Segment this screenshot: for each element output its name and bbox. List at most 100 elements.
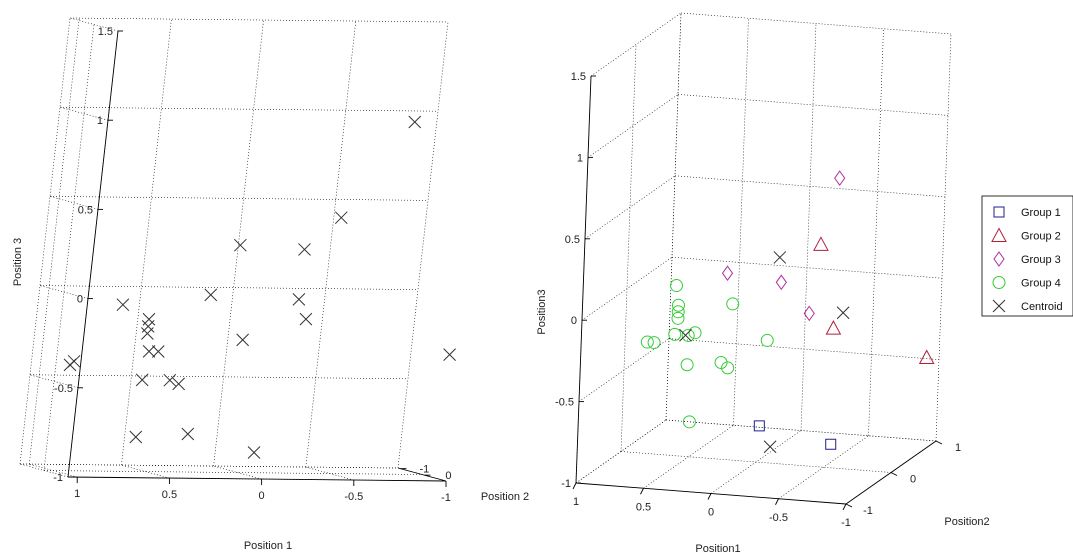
- right-xtick-label: -0.5: [769, 512, 788, 524]
- right-point-s4: [679, 328, 692, 342]
- legend-marker: [993, 251, 1005, 267]
- right-point-s3: [714, 355, 728, 369]
- left-point-s0: [129, 430, 143, 444]
- right-xtick-label: 1: [573, 496, 579, 508]
- left-point-s0: [135, 373, 149, 387]
- left-ztick-label: 1.5: [98, 26, 113, 38]
- left-point-s0: [163, 373, 177, 387]
- left-tick-labels: 1 0.5 0 -0.5 -1 0 -1 1.5 1 0.5 0 -0.5 -1: [53, 26, 451, 504]
- left-point-s0: [233, 238, 247, 252]
- right-data-points: [640, 170, 935, 454]
- right-point-s3: [680, 358, 694, 372]
- right-point-s3: [721, 361, 735, 375]
- left-ytick-label: -1: [420, 464, 430, 476]
- left-point-s0: [236, 333, 250, 347]
- left-point-s0: [172, 377, 186, 391]
- right-point-s4: [773, 251, 787, 264]
- left-ztick-label: -1: [53, 472, 63, 484]
- legend-entry-label: Group 3: [1021, 254, 1061, 266]
- left-ztick-label: 1: [97, 115, 103, 127]
- right-point-s2: [775, 274, 787, 291]
- right-zlabel: Position3: [536, 289, 548, 334]
- right-ztick-label: -1: [561, 478, 571, 490]
- left-point-s0: [151, 345, 165, 358]
- right-point-s3: [760, 333, 774, 347]
- legend-marker: [991, 227, 1007, 242]
- right-xtick-label: 0: [708, 507, 714, 519]
- left-xtick-label: 1: [74, 488, 80, 500]
- right-point-s2: [834, 170, 846, 187]
- left-xtick-label: 0: [259, 490, 265, 502]
- right-ztick-label: -0.5: [555, 397, 574, 409]
- right-tick-labels: 1 0.5 0 -0.5 -1 -1 0 1 1.5 1 0.5 0 -0.5 -1: [555, 71, 961, 529]
- right-point-s3: [668, 327, 682, 341]
- right-point-s1: [825, 320, 842, 335]
- right-point-s3: [671, 311, 685, 325]
- left-ztick-label: 0: [77, 294, 83, 306]
- right-point-s2: [803, 305, 815, 322]
- legend-marker: [993, 206, 1005, 218]
- right-ytick-label: 0: [910, 474, 916, 486]
- right-point-s1: [813, 236, 829, 251]
- left-point-s0: [408, 115, 422, 129]
- right-point-s4: [836, 306, 850, 320]
- right-ztick-label: 1: [577, 152, 583, 164]
- right-point-s4: [763, 440, 777, 454]
- left-3d-scatter-plot: 1 0.5 0 -0.5 -10-11.510.50-0.5-1 Position 1 …: [12, 17, 529, 552]
- right-point-s3: [647, 336, 661, 350]
- left-ylabel: Position 2: [481, 491, 529, 503]
- legend-marker: [992, 299, 1006, 313]
- right-point-s0: [825, 438, 837, 450]
- left-point-s0: [116, 298, 130, 312]
- right-ylabel: Position2: [944, 516, 989, 528]
- left-xtick-label: 0.5: [162, 489, 177, 501]
- left-zlabel: Position 3: [12, 238, 24, 286]
- legend-entry-label: Centroid: [1021, 301, 1063, 313]
- right-ztick-label: 1.5: [571, 71, 586, 83]
- left-point-s0: [299, 312, 313, 326]
- left-point-s0: [298, 243, 311, 256]
- right-point-s3: [671, 298, 685, 312]
- right-point-s3: [671, 305, 685, 319]
- right-xtick-label: 0.5: [636, 501, 651, 513]
- left-data-points: [63, 115, 456, 459]
- left-point-s0: [142, 345, 156, 358]
- left-grid: [19, 17, 449, 482]
- right-point-s3: [688, 326, 702, 340]
- right-ytick-label: -1: [863, 505, 873, 517]
- legend-entry-label: Group 1: [1021, 207, 1061, 219]
- left-point-s0: [247, 446, 261, 459]
- legend-entry-label: Group 2: [1021, 231, 1061, 243]
- right-point-s3: [670, 279, 683, 293]
- left-point-s0: [181, 427, 195, 441]
- right-xtick-label: -1: [841, 517, 851, 529]
- right-ztick-label: 0.5: [565, 234, 580, 246]
- legend-entry-label: Group 4: [1021, 278, 1061, 290]
- left-point-s0: [204, 288, 218, 302]
- left-ytick-label: 0: [445, 470, 451, 482]
- right-ztick-label: 0: [571, 315, 577, 327]
- right-point-s1: [918, 349, 935, 364]
- left-xtick-label: -1: [441, 492, 451, 504]
- left-point-s0: [141, 327, 154, 340]
- right-grid: [575, 12, 952, 505]
- legend-box: [981, 195, 1073, 317]
- left-ztick-label: -0.5: [54, 383, 73, 395]
- right-point-s0: [753, 420, 765, 432]
- right-point-s3: [640, 335, 654, 349]
- left-point-s0: [443, 348, 456, 361]
- left-xtick-label: -0.5: [344, 491, 363, 503]
- left-point-s0: [334, 211, 348, 225]
- left-point-s0: [67, 354, 81, 368]
- left-ztick-label: 0.5: [78, 204, 93, 216]
- legend-marker: [992, 276, 1006, 289]
- right-point-s3: [682, 415, 696, 429]
- legend: Group 1 Group 2 Group 3 Group 4 Centroid: [981, 195, 1073, 317]
- right-point-s3: [681, 328, 695, 342]
- left-point-s0: [292, 293, 306, 306]
- right-xlabel: Position1: [695, 543, 740, 555]
- right-point-s3: [726, 297, 740, 311]
- right-ytick-label: 1: [955, 442, 961, 454]
